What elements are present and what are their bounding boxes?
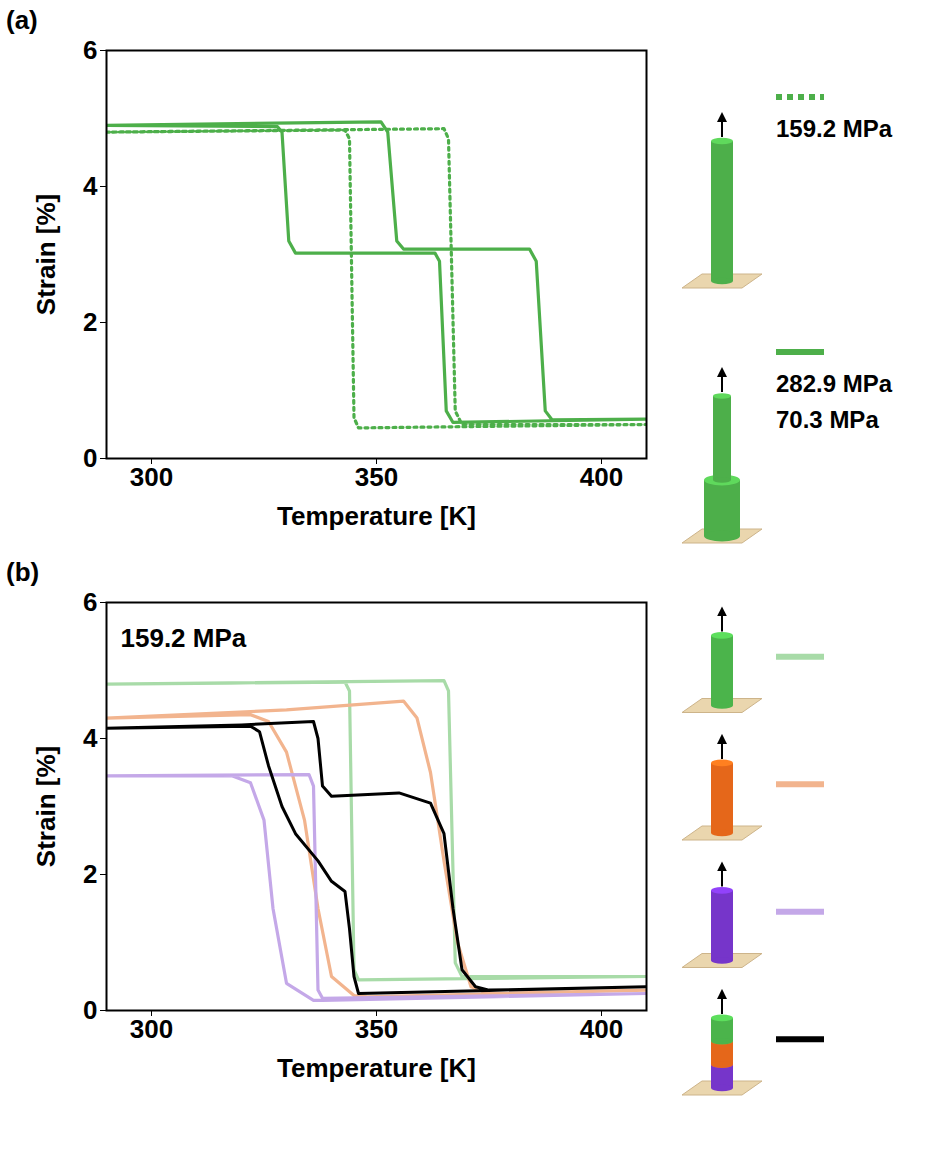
html-text:(b): (b) <box>6 557 40 587</box>
svg-text:350: 350 <box>355 1014 398 1044</box>
svg-text:282.9 MPa: 282.9 MPa <box>776 370 893 397</box>
svg-text:159.2 MPa: 159.2 MPa <box>121 623 247 653</box>
svg-text:0: 0 <box>83 995 97 1025</box>
svg-text:400: 400 <box>580 1014 623 1044</box>
svg-text:Temperature [K]: Temperature [K] <box>277 1053 476 1083</box>
svg-text:6: 6 <box>83 588 97 617</box>
svg-text:70.3 MPa: 70.3 MPa <box>776 406 879 433</box>
svg-text:Strain [%]: Strain [%] <box>31 194 61 315</box>
svg-text:2: 2 <box>83 307 97 337</box>
svg-text:159.2 MPa: 159.2 MPa <box>776 115 893 142</box>
svg-text:300: 300 <box>130 462 173 492</box>
svg-text:350: 350 <box>355 462 398 492</box>
svg-text:400: 400 <box>580 462 623 492</box>
svg-text:300: 300 <box>130 1014 173 1044</box>
svg-text:0: 0 <box>83 443 97 473</box>
svg-text:Temperature [K]: Temperature [K] <box>277 501 476 531</box>
html-text:(a): (a) <box>6 5 38 35</box>
svg-text:4: 4 <box>83 723 98 753</box>
svg-text:2: 2 <box>83 859 97 889</box>
svg-text:4: 4 <box>83 171 98 201</box>
svg-text:6: 6 <box>83 36 97 65</box>
svg-text:Strain [%]: Strain [%] <box>31 746 61 867</box>
